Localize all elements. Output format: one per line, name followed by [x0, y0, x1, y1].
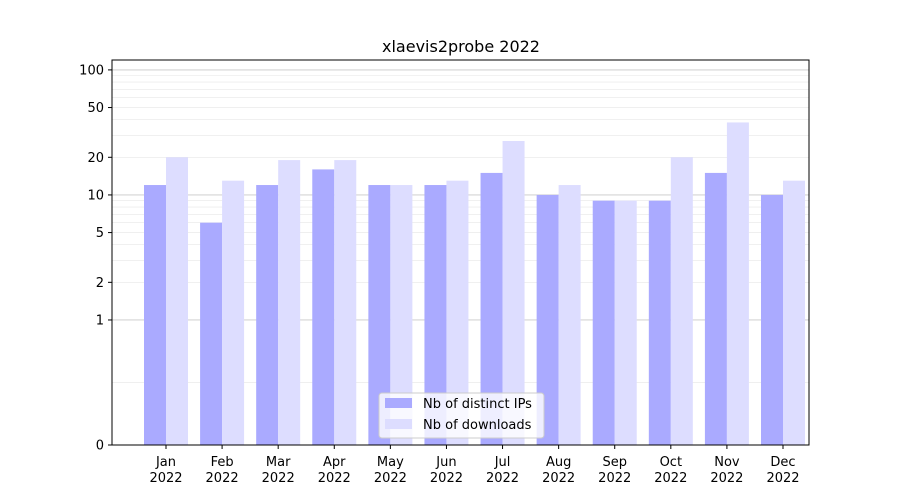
x-tick-label: Mar 2022	[262, 455, 295, 486]
x-tick-year: 2022	[262, 471, 295, 486]
x-tick-month: Jul	[494, 455, 511, 470]
bar-distinct-ips	[144, 185, 166, 445]
bar-downloads	[670, 157, 693, 445]
bar-downloads	[558, 185, 581, 445]
bar-distinct-ips	[480, 172, 503, 445]
x-tick-label: Jul 2022	[486, 455, 519, 486]
x-tick-year: 2022	[206, 471, 239, 486]
x-tick-year: 2022	[486, 471, 519, 486]
x-tick-label: Sep 2022	[598, 455, 631, 486]
bar-distinct-ips	[648, 200, 671, 445]
x-tick-label: Nov 2022	[710, 455, 743, 486]
bar-downloads	[446, 180, 469, 445]
bar-distinct-ips	[536, 194, 559, 445]
bar-distinct-ips	[256, 185, 279, 445]
legend-label-downloads: Nb of downloads	[423, 418, 532, 433]
x-tick-year: 2022	[542, 471, 575, 486]
x-tick-month: Oct	[660, 455, 682, 470]
x-tick-year: 2022	[318, 471, 351, 486]
x-tick-month: Aug	[546, 455, 571, 470]
bar-downloads	[278, 160, 301, 445]
x-tick-label: Jan 2022	[149, 455, 182, 486]
y-tick-label: 100	[79, 63, 104, 78]
y-tick-label: 1	[96, 313, 104, 328]
bar-distinct-ips	[200, 222, 223, 445]
bar-downloads	[502, 140, 525, 445]
x-tick-year: 2022	[766, 471, 799, 486]
legend: Nb of distinct IPs Nb of downloads	[378, 392, 545, 439]
y-tick-label: 2	[96, 276, 104, 291]
x-tick-label: May 2022	[374, 455, 407, 486]
bar-downloads	[726, 122, 749, 445]
bar-distinct-ips	[368, 185, 391, 445]
x-tick-month: Jun	[435, 455, 456, 470]
bar-distinct-ips	[592, 200, 615, 445]
y-tick-label: 50	[87, 101, 104, 116]
bar-distinct-ips	[424, 185, 447, 445]
legend-swatch-downloads	[385, 419, 412, 429]
x-tick-month: Feb	[211, 455, 234, 470]
x-tick-year: 2022	[430, 471, 463, 486]
y-tick-label: 20	[87, 151, 104, 166]
legend-swatch-ips	[385, 398, 412, 408]
x-tick-year: 2022	[598, 471, 631, 486]
bar-downloads	[390, 185, 413, 445]
x-tick-month: Mar	[266, 455, 291, 470]
bars	[144, 122, 805, 445]
y-tick-label: 0	[96, 439, 104, 454]
legend-label-ips: Nb of distinct IPs	[423, 397, 532, 412]
x-tick-label: Feb 2022	[206, 455, 239, 486]
y-axis: 0 1 2 5 10 20 50 100	[79, 63, 112, 454]
bar-downloads	[222, 180, 245, 445]
bar-downloads	[614, 200, 637, 445]
x-tick-month: Jan	[155, 455, 176, 470]
bar-downloads	[334, 160, 357, 445]
bar-distinct-ips	[761, 194, 783, 445]
x-tick-month: Apr	[323, 455, 346, 470]
x-tick-month: May	[377, 455, 404, 470]
x-tick-year: 2022	[710, 471, 743, 486]
bar-distinct-ips	[312, 169, 335, 445]
x-tick-year: 2022	[374, 471, 407, 486]
x-tick-label: Dec 2022	[766, 455, 799, 486]
legend-box	[378, 392, 545, 439]
x-tick-month: Dec	[770, 455, 795, 470]
x-tick-year: 2022	[149, 471, 182, 486]
x-tick-month: Sep	[602, 455, 627, 470]
plot-frame	[111, 59, 810, 446]
x-tick-label: Aug 2022	[542, 455, 575, 486]
bar-downloads	[166, 157, 188, 445]
x-tick-label: Apr 2022	[318, 455, 351, 486]
x-tick-label: Oct 2022	[654, 455, 687, 486]
y-tick-label: 10	[87, 188, 104, 203]
x-tick-year: 2022	[654, 471, 687, 486]
chart-title: xlaevis2probe 2022	[382, 37, 540, 56]
bar-distinct-ips	[704, 172, 727, 445]
bar-downloads	[783, 180, 805, 445]
x-tick-month: Nov	[714, 455, 740, 470]
x-tick-label: Jun 2022	[430, 455, 463, 486]
y-tick-label: 5	[96, 226, 104, 241]
